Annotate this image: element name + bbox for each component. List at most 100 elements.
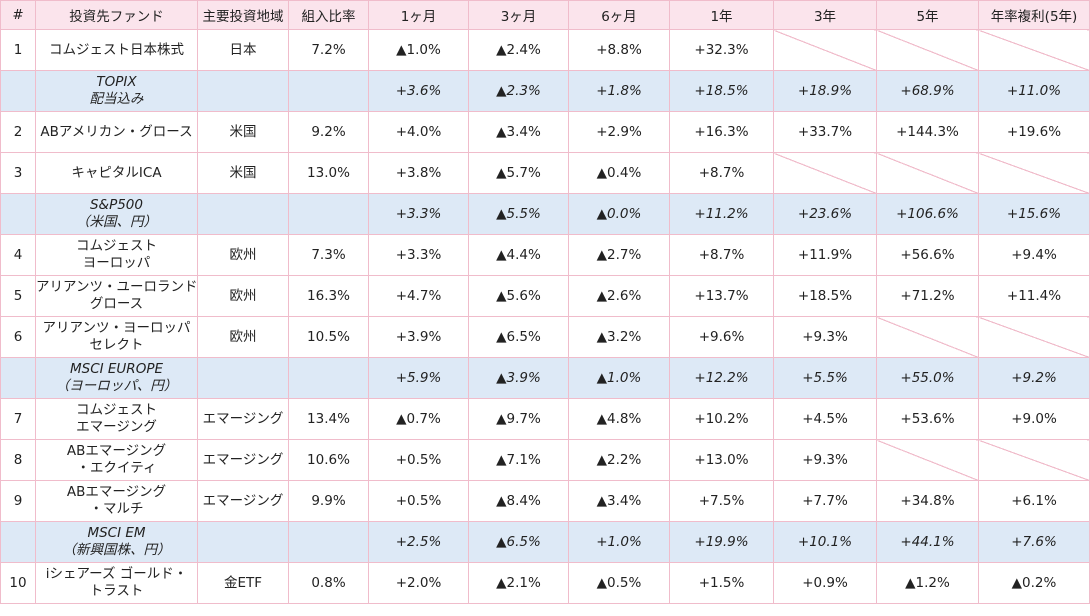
return-6m: ▲2.7% (568, 234, 670, 276)
benchmark-name: TOPIX 配当込み (35, 70, 198, 112)
region-cell: 日本 (197, 29, 289, 71)
return-5y: +44.1% (876, 521, 979, 563)
fund-row: 8 ABエマージング ・エクイティ エマージング 10.6% +0.5% ▲7.1% ▲2.2… (0, 439, 1090, 481)
return-3y: +18.9% (773, 70, 877, 112)
row-number-empty (0, 521, 36, 563)
return-1m: +3.6% (368, 70, 469, 112)
return-cagr-blank (978, 316, 1090, 358)
row-number: 1 (0, 29, 36, 71)
name-line: グロース (89, 296, 144, 312)
return-3y-blank (773, 152, 877, 194)
return-6m: ▲3.4% (568, 480, 670, 522)
return-cagr: +6.1% (978, 480, 1090, 522)
row-number: 5 (0, 275, 36, 317)
fund-name: ABアメリカン・グロース (35, 111, 198, 153)
header-weight: 組入比率 (288, 0, 369, 30)
return-5y: +71.2% (876, 275, 979, 317)
return-6m: +1.0% (568, 521, 670, 563)
region-cell: 欧州 (197, 275, 289, 317)
weight-cell: 16.3% (288, 275, 369, 317)
return-6m: ▲0.5% (568, 562, 670, 604)
return-cagr: +15.6% (978, 193, 1090, 235)
name-line: コムジェスト日本株式 (49, 41, 184, 58)
fund-row: 9 ABエマージング ・マルチ エマージング 9.9% +0.5% ▲8.4% ▲3.4% +7… (0, 480, 1090, 522)
return-1m: +2.0% (368, 562, 469, 604)
return-3m: ▲6.5% (468, 521, 569, 563)
row-number: 6 (0, 316, 36, 358)
fund-name: コムジェスト エマージング (35, 398, 198, 440)
fund-name: ABエマージング ・マルチ (35, 480, 198, 522)
fund-row: 5 アリアンツ・ユーロランド グロース 欧州 16.3% +4.7% ▲5.6% ▲2.6% +… (0, 275, 1090, 317)
name-line: （新興国株、円） (62, 542, 171, 558)
return-1m: +5.9% (368, 357, 469, 399)
fund-row: 1 コムジェスト日本株式 日本 7.2% ▲1.0% ▲2.4% +8.8% +32.3% (0, 29, 1090, 71)
fund-name: コムジェスト日本株式 (35, 29, 198, 71)
return-1m: ▲0.7% (368, 398, 469, 440)
name-line: セレクト (89, 337, 144, 353)
fund-row: 2 ABアメリカン・グロース 米国 9.2% +4.0% ▲3.4% +2.9% +16.3%… (0, 111, 1090, 153)
return-1m: +3.3% (368, 234, 469, 276)
return-3m: ▲6.5% (468, 316, 569, 358)
return-3y: +5.5% (773, 357, 877, 399)
region-cell: エマージング (197, 398, 289, 440)
row-number: 7 (0, 398, 36, 440)
return-5y-blank (876, 316, 979, 358)
return-6m: +2.9% (568, 111, 670, 153)
return-cagr: +7.6% (978, 521, 1090, 563)
region-cell-blank (197, 193, 289, 235)
return-1y: +7.5% (669, 480, 774, 522)
return-cagr: +19.6% (978, 111, 1090, 153)
return-3y: +4.5% (773, 398, 877, 440)
name-line: トラスト (89, 583, 144, 599)
return-5y: ▲1.2% (876, 562, 979, 604)
return-3y-blank (773, 29, 877, 71)
return-cagr: +9.2% (978, 357, 1090, 399)
weight-cell: 10.5% (288, 316, 369, 358)
return-3m: ▲3.9% (468, 357, 569, 399)
return-3m: ▲3.4% (468, 111, 569, 153)
return-5y: +34.8% (876, 480, 979, 522)
return-3y: +33.7% (773, 111, 877, 153)
return-6m: +1.8% (568, 70, 670, 112)
return-cagr: +9.4% (978, 234, 1090, 276)
return-6m: +8.8% (568, 29, 670, 71)
header-1y: 1年 (669, 0, 774, 30)
name-line: コムジェスト (76, 238, 157, 254)
return-1y: +12.2% (669, 357, 774, 399)
name-line: コムジェスト (76, 402, 157, 418)
return-5y: +56.6% (876, 234, 979, 276)
name-line: アリアンツ・ヨーロッパ (42, 320, 191, 336)
row-number-empty (0, 193, 36, 235)
return-5y: +55.0% (876, 357, 979, 399)
return-1m: +4.0% (368, 111, 469, 153)
name-line: iシェアーズ ゴールド・ (45, 566, 188, 582)
region-cell: エマージング (197, 480, 289, 522)
return-5y-blank (876, 152, 979, 194)
return-1m: +0.5% (368, 439, 469, 481)
return-6m: ▲0.0% (568, 193, 670, 235)
return-1m: +3.8% (368, 152, 469, 194)
return-1y: +11.2% (669, 193, 774, 235)
header-row: # 投資先ファンド 主要投資地域 組入比率 1ヶ月 3ヶ月 6ヶ月 1年 3年 … (0, 0, 1090, 30)
return-3y: +11.9% (773, 234, 877, 276)
row-number: 9 (0, 480, 36, 522)
return-1y: +19.9% (669, 521, 774, 563)
return-1y: +10.2% (669, 398, 774, 440)
return-3m: ▲2.3% (468, 70, 569, 112)
weight-cell: 9.2% (288, 111, 369, 153)
return-1m: ▲1.0% (368, 29, 469, 71)
weight-cell: 13.4% (288, 398, 369, 440)
return-3m: ▲7.1% (468, 439, 569, 481)
header-region: 主要投資地域 (197, 0, 289, 30)
benchmark-name: MSCI EUROPE （ヨーロッパ、円） (35, 357, 198, 399)
fund-row: 10 iシェアーズ ゴールド・ トラスト 金ETF 0.8% +2.0% ▲2.1% ▲0.5… (0, 562, 1090, 604)
return-5y-blank (876, 29, 979, 71)
weight-cell: 10.6% (288, 439, 369, 481)
header-fund: 投資先ファンド (35, 0, 198, 30)
return-3m: ▲2.4% (468, 29, 569, 71)
name-line: エマージング (76, 419, 157, 435)
name-line: ABアメリカン・グロース (40, 123, 193, 140)
header-no: # (0, 0, 36, 30)
return-1m: +3.3% (368, 193, 469, 235)
